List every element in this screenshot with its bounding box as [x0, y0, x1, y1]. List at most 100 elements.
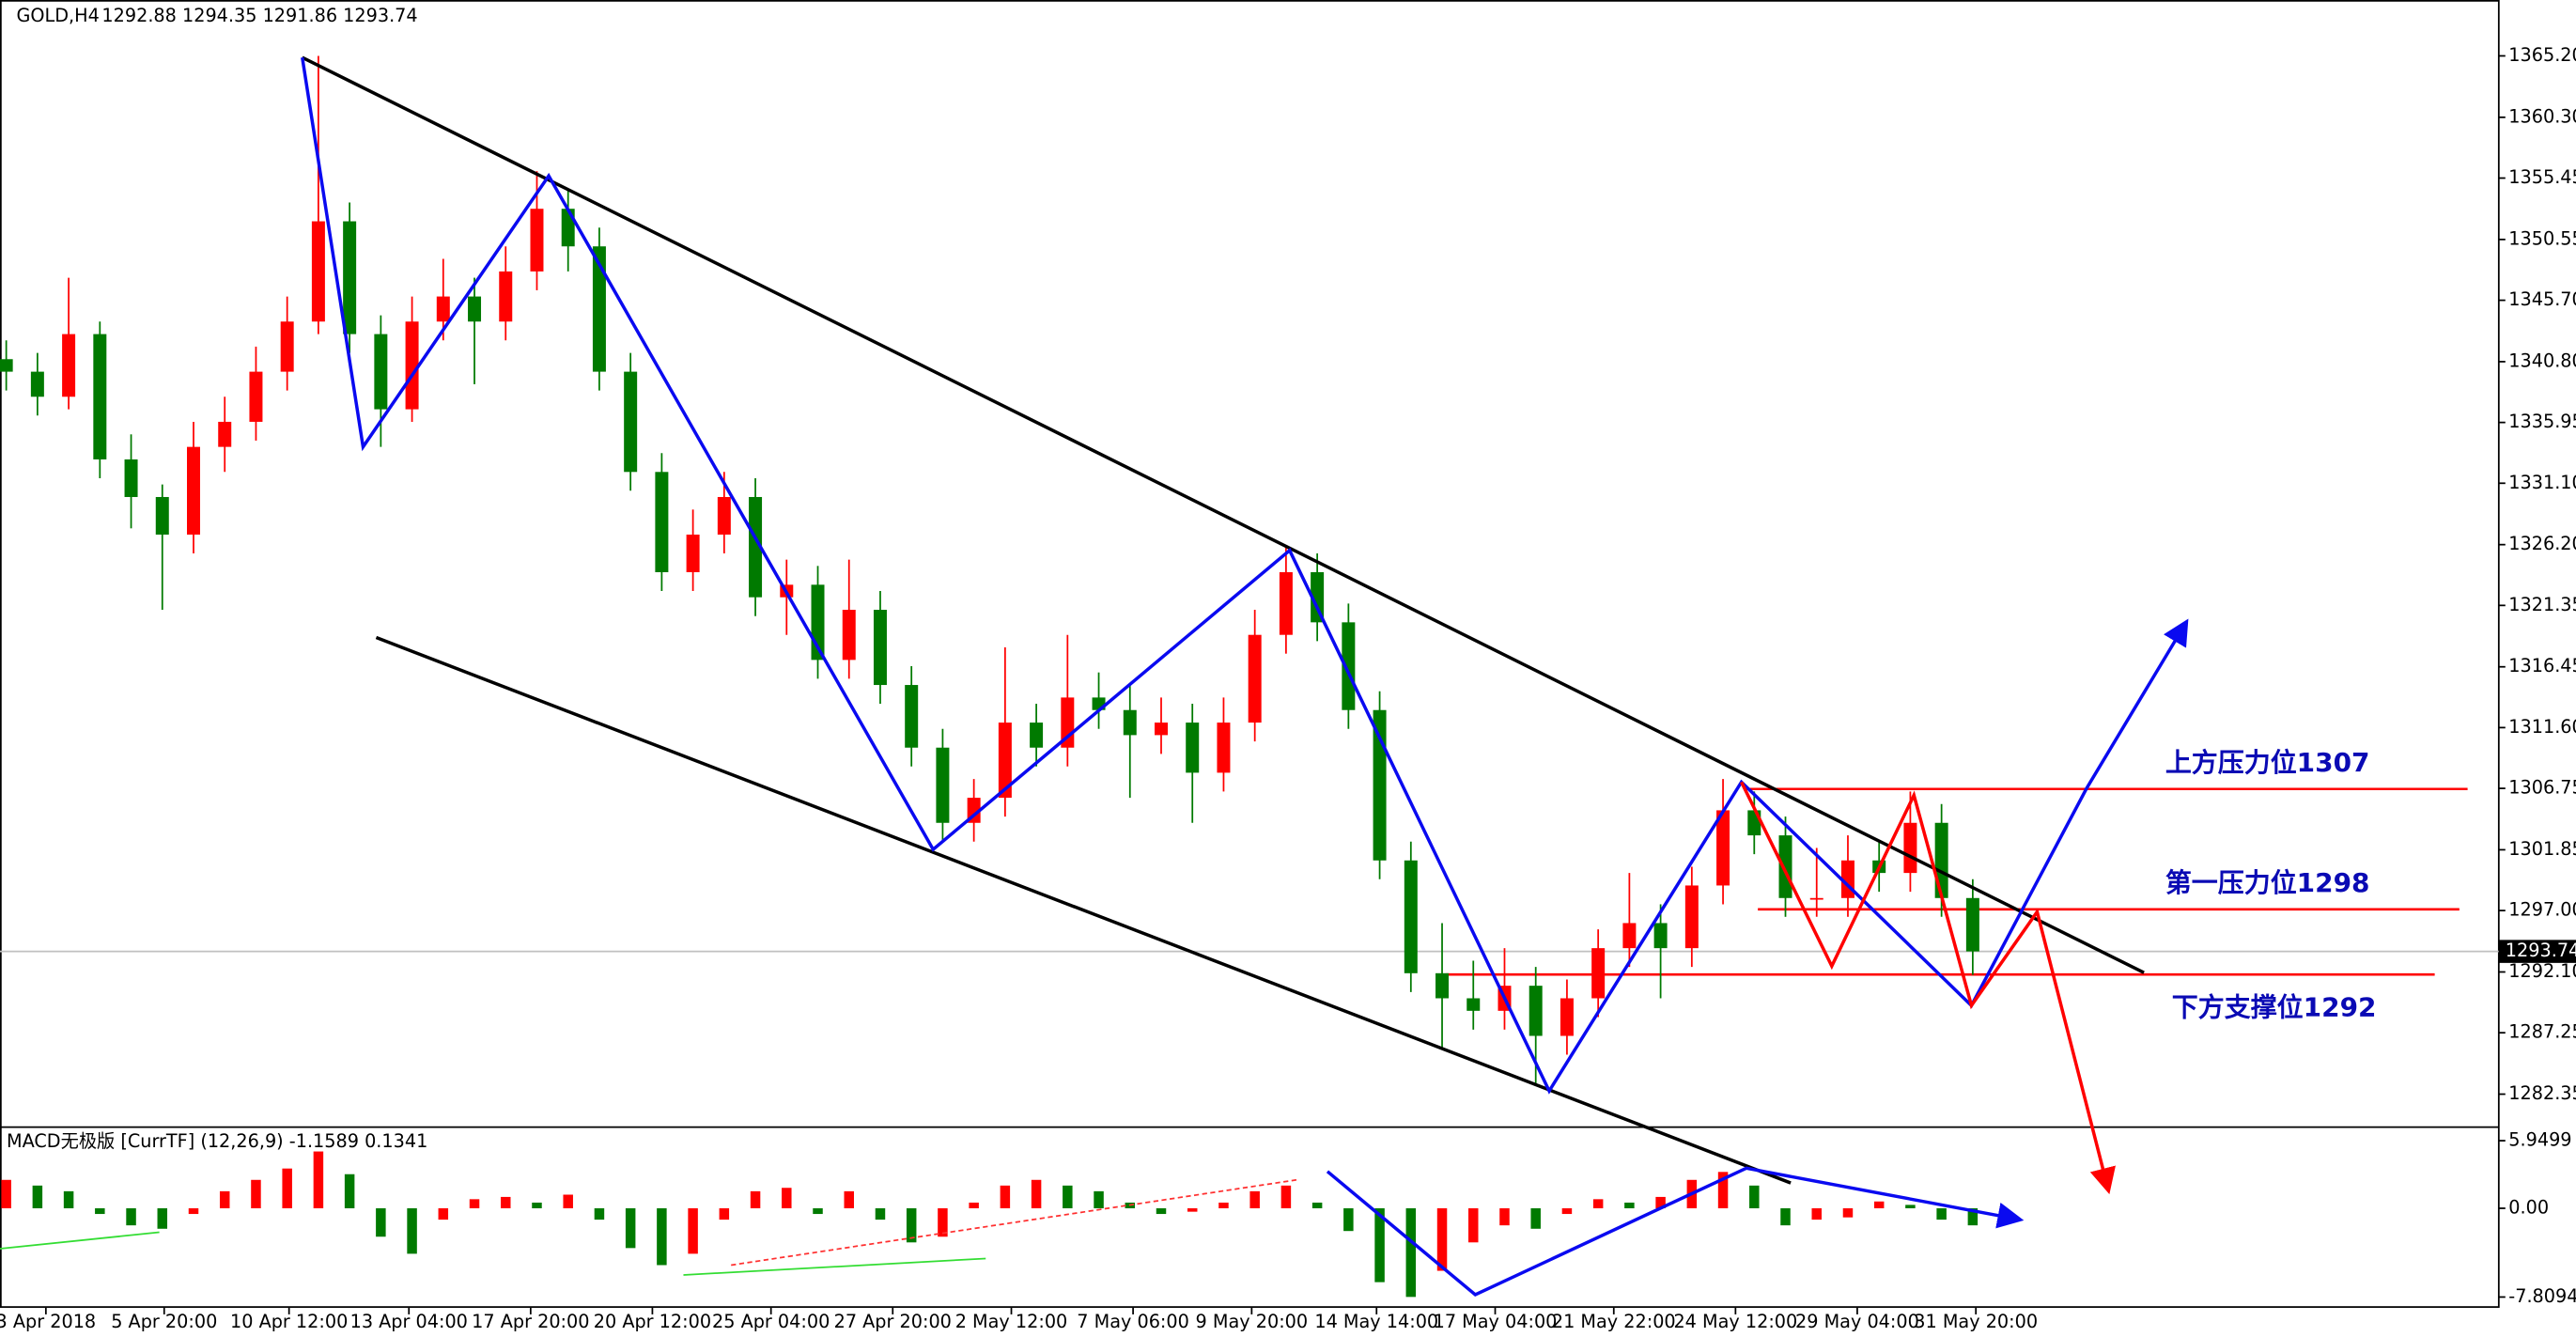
x-tick-label: 13 Apr 04:00 — [350, 1311, 468, 1332]
macd-bar — [844, 1190, 854, 1209]
macd-bar — [95, 1208, 105, 1215]
candle-body — [405, 321, 419, 410]
candle-body — [1466, 998, 1481, 1011]
macd-title: MACD无极版 [CurrTF] (12,26,9) -1.1589 0.134… — [7, 1130, 427, 1152]
macd-bar — [376, 1208, 386, 1237]
y-tick-label: 1311.60 — [2508, 716, 2576, 738]
candle-body — [280, 321, 294, 372]
macd-bar — [563, 1194, 573, 1209]
candle-body — [187, 446, 200, 535]
macd-bar — [1592, 1199, 1604, 1209]
y-tick-label: 1365.20 — [2508, 44, 2576, 66]
macd-bar — [1842, 1208, 1854, 1218]
annotation: 第一压力位1298 — [2165, 867, 2370, 898]
x-tick-label: 14 May 14:00 — [1314, 1311, 1438, 1332]
candle-body — [1934, 822, 1948, 898]
macd-bar — [32, 1185, 43, 1209]
x-tick-label: 20 Apr 12:00 — [594, 1311, 711, 1332]
macd-bar — [1530, 1208, 1541, 1229]
macd-divergence — [1326, 1166, 2025, 1298]
macd-bar — [782, 1188, 792, 1209]
candle-body — [1778, 835, 1792, 898]
x-tick-label: 10 Apr 12:00 — [230, 1311, 348, 1332]
candle-body — [311, 221, 325, 322]
marks — [0, 55, 2499, 1298]
candle-body — [873, 610, 887, 686]
drawings — [0, 55, 2189, 1298]
candle-body — [561, 209, 575, 247]
channel-lower — [375, 635, 1792, 1185]
candle-body — [1716, 810, 1730, 886]
macd-bar — [1624, 1202, 1635, 1209]
macd-bar — [1905, 1205, 1916, 1209]
candle-body — [1622, 923, 1637, 949]
candle-body — [30, 371, 44, 397]
macd-bar — [1187, 1208, 1198, 1212]
macd-bar — [1280, 1185, 1292, 1209]
y-tick-label: 1306.75 — [2508, 777, 2576, 799]
macd-bar — [875, 1208, 886, 1220]
macd-bar — [219, 1190, 230, 1209]
y-tick-label: 1355.45 — [2508, 166, 2576, 188]
candle-body — [842, 610, 856, 661]
candle-body — [1217, 723, 1231, 773]
x-tick-label: 31 May 20:00 — [1914, 1311, 2038, 1332]
x-tick-label: 25 Apr 04:00 — [712, 1311, 830, 1332]
macd-bar — [1374, 1208, 1385, 1283]
y-tick-label: 1301.85 — [2508, 838, 2576, 860]
candle-body — [1248, 634, 1262, 723]
candle-body — [592, 246, 606, 372]
candle-body — [1311, 572, 1325, 623]
macd-bar — [1094, 1190, 1104, 1209]
macd-bar — [501, 1196, 511, 1209]
candle-body — [0, 359, 13, 372]
candle-body — [1155, 723, 1168, 736]
y-tick-label: 1335.95 — [2508, 411, 2576, 432]
blue-zigzag — [301, 56, 2189, 1095]
y-tick-label: 1340.80 — [2508, 350, 2576, 371]
candle-body — [1591, 948, 1606, 999]
macd-bar — [469, 1199, 480, 1209]
candle-body — [1653, 923, 1668, 949]
candle-body — [218, 421, 232, 447]
candle-body — [1342, 622, 1356, 710]
candle-body — [1684, 885, 1699, 949]
x-tick-label: 7 May 06:00 — [1077, 1311, 1189, 1332]
macd-bar — [1936, 1208, 1947, 1220]
candle-body — [249, 371, 263, 422]
x-tick-label: 2 May 12:00 — [955, 1311, 1068, 1332]
macd-bar — [251, 1179, 261, 1209]
macd-bar — [906, 1208, 917, 1243]
red-zigzag — [1740, 781, 2116, 1195]
macd-bar — [1780, 1208, 1791, 1226]
macd-bar — [1311, 1202, 1323, 1209]
candle-body — [93, 334, 107, 459]
macd-bar — [344, 1174, 355, 1209]
y-tick-label: 1360.30 — [2508, 105, 2576, 127]
candle-body — [998, 723, 1012, 799]
macd-bar — [1499, 1208, 1510, 1226]
plot-frame — [0, 0, 2500, 1308]
macd-bar — [1031, 1179, 1042, 1209]
candle-body — [436, 296, 450, 322]
candle-body — [686, 534, 700, 573]
x-tick-label: 9 May 20:00 — [1196, 1311, 1309, 1332]
x-tick-label: 21 May 22:00 — [1552, 1311, 1676, 1332]
candle-body — [1030, 723, 1044, 748]
candle-body — [1903, 822, 1917, 874]
macd-bar — [719, 1208, 730, 1220]
candle-body — [905, 685, 919, 748]
y-tick-label: 1297.00 — [2508, 899, 2576, 921]
macd-line — [0, 1231, 160, 1250]
y-tick-label: 0.00 — [2508, 1197, 2549, 1219]
candle-body — [1123, 709, 1137, 736]
x-tick-label: 17 Apr 20:00 — [472, 1311, 589, 1332]
x-tick-label: 5 Apr 20:00 — [111, 1311, 217, 1332]
y-tick-label: 1350.55 — [2508, 227, 2576, 249]
candle-body — [749, 496, 763, 598]
candle-body — [374, 334, 388, 410]
candle-body — [1560, 998, 1574, 1036]
macd-bar — [407, 1208, 417, 1254]
x-tick-label: 27 Apr 20:00 — [834, 1311, 952, 1332]
